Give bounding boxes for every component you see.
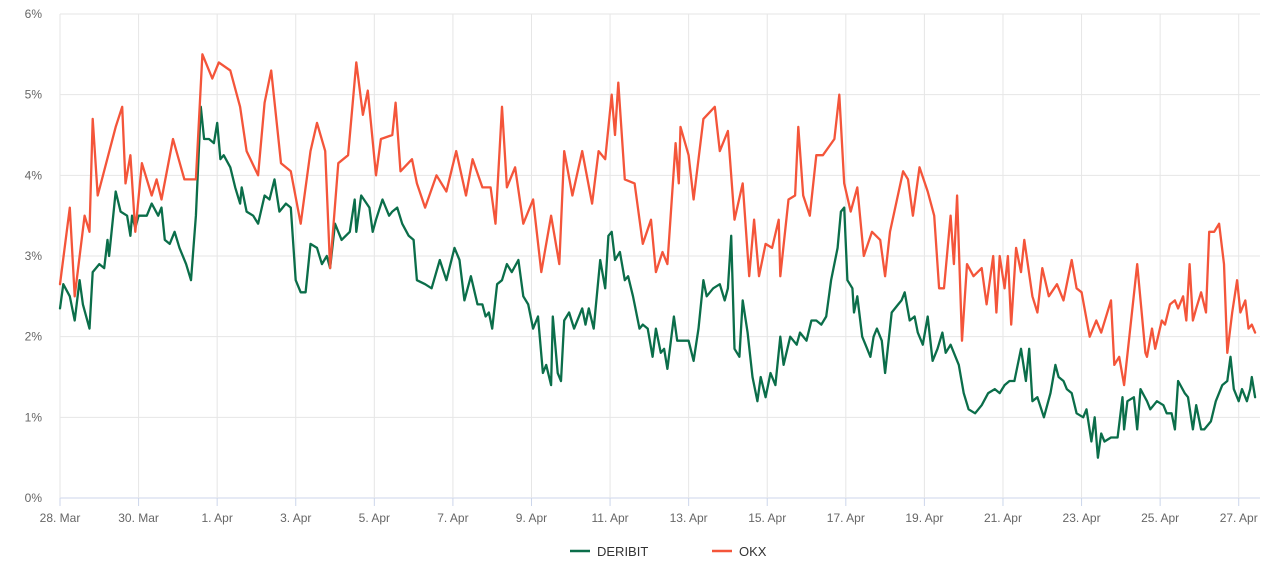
x-tick-label: 11. Apr — [591, 511, 628, 525]
y-tick-label: 1% — [25, 410, 43, 424]
x-tick-label: 25. Apr — [1141, 511, 1179, 525]
x-tick-label: 28. Mar — [40, 511, 81, 525]
x-tick-label: 15. Apr — [748, 511, 786, 525]
x-tick-label: 5. Apr — [359, 511, 390, 525]
x-tick-label: 27. Apr — [1220, 511, 1258, 525]
y-tick-label: 5% — [25, 88, 43, 102]
x-tick-label: 23. Apr — [1063, 511, 1101, 525]
legend-label-okx: OKX — [739, 544, 767, 559]
y-axis: 0% 1% 2% 3% 4% 5% 6% — [25, 7, 43, 505]
y-tick-label: 0% — [25, 491, 43, 505]
legend: DERIBIT OKX — [570, 544, 767, 559]
x-tick-label: 9. Apr — [516, 511, 547, 525]
y-tick-label: 2% — [25, 330, 43, 344]
legend-label-deribit: DERIBIT — [597, 544, 648, 559]
x-tick-label: 13. Apr — [670, 511, 708, 525]
x-axis: 28. Mar 30. Mar 1. Apr 3. Apr 5. Apr 7. Apr 9.… — [40, 498, 1258, 525]
x-tick-label: 21. Apr — [984, 511, 1022, 525]
series-lines — [58, 53, 1257, 459]
y-tick-label: 6% — [25, 7, 43, 21]
x-tick-label: 3. Apr — [280, 511, 311, 525]
x-tick-label: 17. Apr — [827, 511, 865, 525]
x-tick-label: 1. Apr — [201, 511, 232, 525]
series-line-okx — [58, 53, 1257, 387]
x-tick-label: 19. Apr — [905, 511, 943, 525]
y-tick-label: 3% — [25, 249, 43, 263]
legend-item-deribit[interactable]: DERIBIT — [570, 544, 648, 559]
x-tick-label: 30. Mar — [118, 511, 159, 525]
y-tick-label: 4% — [25, 168, 43, 182]
series-line-deribit — [58, 105, 1257, 459]
legend-item-okx[interactable]: OKX — [712, 544, 767, 559]
x-tick-label: 7. Apr — [437, 511, 468, 525]
